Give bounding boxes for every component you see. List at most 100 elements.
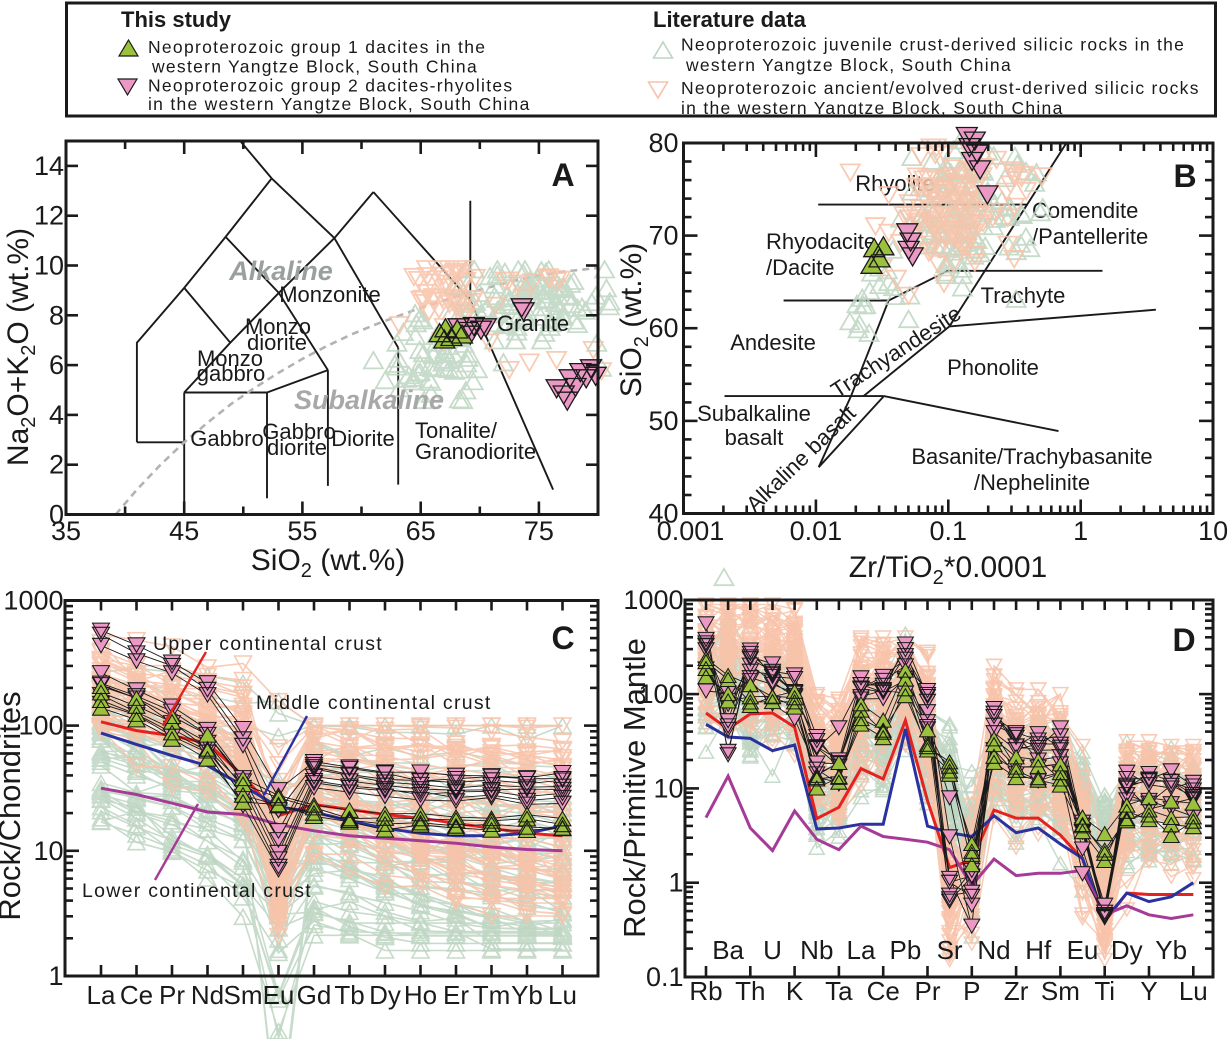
svg-text:Neoproterozoic group 1 dacites: Neoproterozoic group 1 dacites in the [148,37,486,57]
svg-text:80: 80 [648,128,678,158]
svg-text:Rock/Chondrites: Rock/Chondrites [0,691,27,920]
svg-text:western Yangtze Block, South C: western Yangtze Block, South China [685,55,1012,75]
svg-text:Rb: Rb [689,976,722,1006]
svg-text:45: 45 [169,516,199,546]
svg-text:14: 14 [34,151,64,181]
svg-text:Ta: Ta [825,976,853,1006]
svg-text:Nd: Nd [191,980,224,1010]
svg-text:35: 35 [51,516,81,546]
svg-text:Monzo: Monzo [245,314,311,339]
svg-text:Th: Th [735,976,765,1006]
svg-text:P: P [963,976,980,1006]
svg-text:B: B [1173,158,1196,194]
svg-text:Er: Er [443,980,469,1010]
svg-text:Subalkaline: Subalkaline [697,401,811,426]
svg-text:Sm: Sm [1041,976,1080,1006]
svg-text:This study: This study [121,7,232,32]
svg-text:Zr: Zr [1004,976,1029,1006]
svg-text:Yb: Yb [1155,935,1187,965]
svg-text:1000: 1000 [623,585,683,615]
svg-text:Alkaline: Alkaline [228,256,333,286]
svg-text:/Pantellerite: /Pantellerite [1032,224,1148,249]
svg-text:in the western Yangtze Block,: in the western Yangtze Block, South Chin… [148,94,531,114]
svg-text:8: 8 [49,300,64,330]
svg-text:1: 1 [668,868,683,898]
svg-text:100: 100 [18,711,63,741]
svg-text:6: 6 [49,350,64,380]
svg-text:Dy: Dy [369,980,401,1010]
svg-text:Gd: Gd [297,980,332,1010]
svg-text:65: 65 [406,516,436,546]
svg-text:Middle continental crust: Middle continental crust [256,692,492,714]
svg-text:50: 50 [648,406,678,436]
svg-text:2: 2 [49,450,64,480]
svg-text:diorite: diorite [247,330,307,355]
svg-text:Lu: Lu [548,980,577,1010]
svg-text:Comendite: Comendite [1032,198,1138,223]
svg-text:Phonolite: Phonolite [947,355,1039,380]
svg-text:Nd: Nd [977,935,1010,965]
svg-text:Granite: Granite [497,311,569,336]
svg-text:0.1: 0.1 [646,962,684,992]
svg-text:gabbro: gabbro [197,361,266,386]
svg-text:Tm: Tm [473,980,511,1010]
svg-text:1000: 1000 [3,585,63,615]
svg-text:4: 4 [49,400,64,430]
svg-text:U: U [763,935,782,965]
svg-text:Tb: Tb [334,980,364,1010]
svg-text:Lu: Lu [1179,976,1208,1006]
svg-text:/Dacite: /Dacite [766,255,834,280]
svg-text:La: La [87,980,116,1010]
svg-text:Eu: Eu [263,980,295,1010]
svg-text:70: 70 [648,221,678,251]
svg-text:Tonalite/: Tonalite/ [415,418,498,443]
svg-text:Diorite: Diorite [331,426,395,451]
svg-text:Rock/Primitive Mantle: Rock/Primitive Mantle [617,638,652,938]
svg-text:Hf: Hf [1025,935,1052,965]
svg-text:La: La [847,935,876,965]
svg-text:0.1: 0.1 [930,516,968,546]
svg-text:D: D [1172,622,1195,658]
svg-text:10: 10 [1198,516,1228,546]
svg-text:Granodiorite: Granodiorite [415,439,536,464]
svg-text:/Nephelinite: /Nephelinite [974,470,1090,495]
svg-text:Gabbro: Gabbro [262,419,335,444]
svg-text:Yb: Yb [511,980,543,1010]
svg-text:basalt: basalt [725,425,784,450]
svg-text:Rhyodacite: Rhyodacite [766,229,876,254]
svg-text:SiO2 (wt.%): SiO2 (wt.%) [251,544,405,582]
svg-text:Pr: Pr [159,980,185,1010]
svg-text:Subalkaline: Subalkaline [294,385,444,415]
svg-text:Monzo: Monzo [197,346,263,371]
svg-text:Y: Y [1140,976,1157,1006]
svg-text:Nb: Nb [800,935,833,965]
svg-text:Dy: Dy [1111,935,1143,965]
svg-text:Ti: Ti [1094,976,1115,1006]
svg-text:Neoproterozoic group 2 dacites: Neoproterozoic group 2 dacites-rhyolites [148,76,513,96]
svg-text:1: 1 [48,961,63,991]
svg-text:Sr: Sr [937,935,963,965]
svg-text:C: C [551,620,574,656]
svg-text:Eu: Eu [1067,935,1099,965]
svg-text:Ce: Ce [120,980,153,1010]
svg-text:40: 40 [648,499,678,529]
svg-text:Sm: Sm [224,980,263,1010]
svg-text:1: 1 [1073,516,1088,546]
svg-text:Ce: Ce [867,976,900,1006]
svg-text:Pb: Pb [889,935,921,965]
svg-text:diorite: diorite [267,435,327,460]
svg-text:Upper continental crust: Upper continental crust [153,633,383,655]
svg-text:55: 55 [287,516,317,546]
svg-text:60: 60 [648,313,678,343]
svg-text:Basanite/Trachybasanite: Basanite/Trachybasanite [911,444,1152,469]
svg-text:Pr: Pr [915,976,941,1006]
svg-text:Neoproterozoic juvenile crust-: Neoproterozoic juvenile crust-derived si… [681,35,1185,55]
svg-text:10: 10 [33,836,63,866]
svg-text:Lower continental crust: Lower continental crust [82,880,312,902]
svg-text:75: 75 [524,516,554,546]
svg-text:Ho: Ho [404,980,437,1010]
svg-text:western Yangtze Block, South C: western Yangtze Block, South China [151,57,478,77]
svg-text:10: 10 [653,773,683,803]
svg-text:Neoproterozoic ancient/evolved: Neoproterozoic ancient/evolved crust-der… [681,78,1200,98]
svg-text:Zr/TiO2*0.0001: Zr/TiO2*0.0001 [849,551,1047,589]
